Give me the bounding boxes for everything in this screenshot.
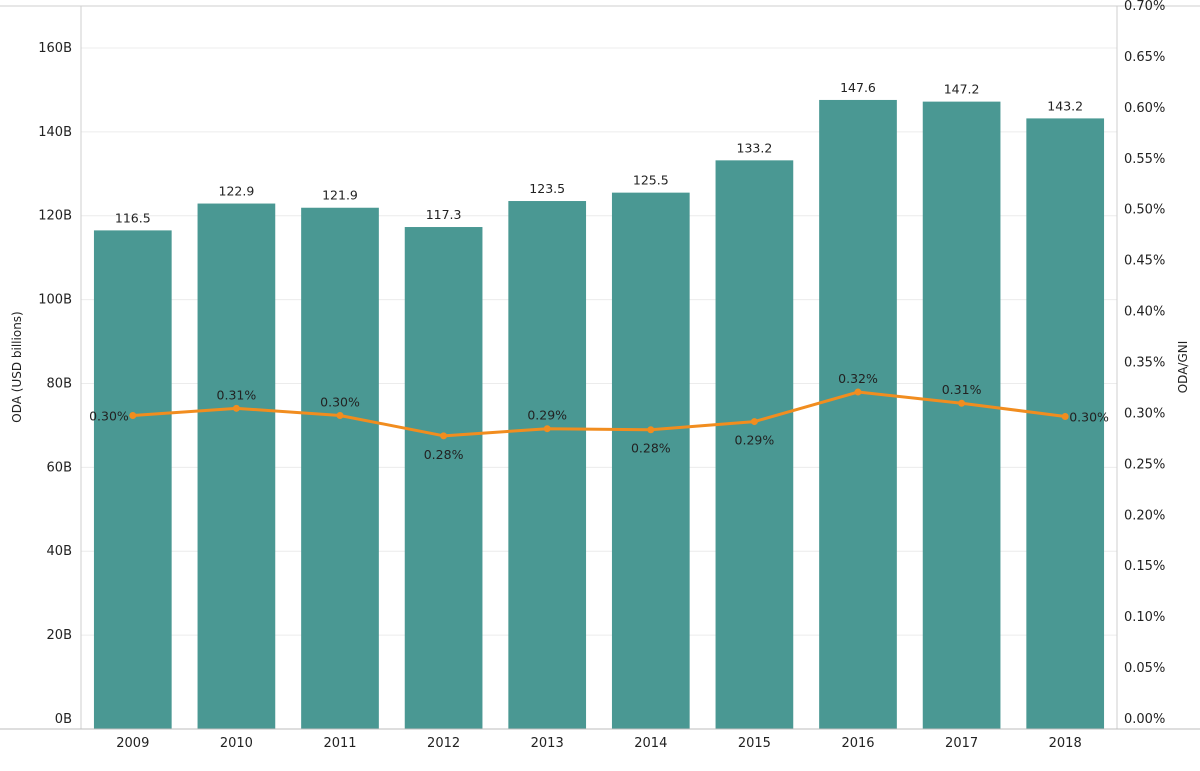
y2-tick-label: 0.70% <box>1124 0 1165 14</box>
y2-tick-label: 0.35% <box>1124 356 1165 371</box>
y-tick-label: 80B <box>47 376 72 391</box>
bar-value-label: 121.9 <box>322 188 358 203</box>
x-tick-label: 2016 <box>841 736 874 751</box>
x-tick-label: 2012 <box>427 736 460 751</box>
bar-value-label: 147.2 <box>944 82 980 97</box>
line-point <box>440 432 448 440</box>
oda-gni-line <box>132 390 1066 438</box>
bar <box>611 192 690 729</box>
y2-tick-label: 0.15% <box>1124 559 1165 574</box>
line-series: 0.30% 0.31% 0.30% 0.28% 0.29% 0.28% 0.29% 0.32%… <box>89 371 1109 462</box>
y2-tick-label: 0.60% <box>1124 101 1165 116</box>
x-tick-label: 2015 <box>738 736 771 751</box>
axes <box>0 5 1200 730</box>
bar <box>93 230 172 729</box>
tick-labels: 0B 20B 40B 60B 80B 100B 120B 140B 160B 0.00% 0.05%… <box>38 0 1165 751</box>
y2-tick-label: 0.05% <box>1124 661 1165 676</box>
bar <box>715 160 794 730</box>
y-tick-label: 0B <box>55 712 72 727</box>
bar-value-label: 116.5 <box>115 210 151 225</box>
line-point-label: 0.29% <box>735 433 775 448</box>
y2-tick-label: 0.20% <box>1124 508 1165 523</box>
line-point <box>647 426 655 434</box>
bar-value-label: 125.5 <box>633 173 669 188</box>
line-point <box>1061 412 1069 420</box>
bar <box>922 101 1001 730</box>
y2-tick-label: 0.40% <box>1124 305 1165 320</box>
line-point <box>854 388 862 396</box>
line-point <box>750 418 758 426</box>
x-tick-label: 2009 <box>116 736 149 751</box>
line-point <box>543 425 551 433</box>
y2-tick-label: 0.65% <box>1124 50 1165 65</box>
x-tick-label: 2017 <box>945 736 978 751</box>
y-tick-label: 40B <box>47 544 72 559</box>
bar-value-label: 143.2 <box>1047 98 1083 113</box>
line-point-label: 0.31% <box>942 382 982 397</box>
bar-value-label: 122.9 <box>219 184 255 199</box>
line-point-label: 0.30% <box>89 408 129 423</box>
line-point-label: 0.30% <box>320 394 360 409</box>
x-tick-label: 2010 <box>220 736 253 751</box>
line-point <box>336 411 344 419</box>
bar-value-label: 147.6 <box>840 80 876 95</box>
bar <box>1026 118 1105 730</box>
y2-tick-label: 0.25% <box>1124 457 1165 472</box>
line-point-label: 0.32% <box>838 371 878 386</box>
bar <box>404 227 483 729</box>
bar-series: 116.5 122.9 121.9 117.3 123.5 125.5 133.2 147.6… <box>93 80 1105 730</box>
y2-axis-title: ODA/GNI <box>1176 341 1190 394</box>
y2-tick-label: 0.00% <box>1124 712 1165 727</box>
y2-tick-label: 0.30% <box>1124 406 1165 421</box>
y2-tick-label: 0.55% <box>1124 152 1165 167</box>
bar <box>197 203 276 729</box>
line-point-label: 0.28% <box>424 447 464 462</box>
y2-tick-label: 0.10% <box>1124 610 1165 625</box>
bar <box>819 99 897 729</box>
bar <box>508 201 587 729</box>
y-tick-label: 160B <box>38 41 72 56</box>
y2-tick-label: 0.50% <box>1124 203 1165 218</box>
bar-value-label: 133.2 <box>737 140 773 155</box>
y-tick-label: 60B <box>47 460 72 475</box>
bar <box>301 207 379 729</box>
y-tick-label: 100B <box>38 293 72 308</box>
line-point-label: 0.29% <box>527 408 567 423</box>
y-tick-label: 140B <box>38 125 72 140</box>
line-point-label: 0.28% <box>631 441 671 456</box>
y2-tick-label: 0.45% <box>1124 254 1165 269</box>
line-point <box>958 399 966 407</box>
line-point-label: 0.31% <box>217 387 257 402</box>
line-point <box>129 411 137 419</box>
line-point-label: 0.30% <box>1069 409 1109 424</box>
line-point <box>232 404 240 412</box>
x-tick-label: 2011 <box>323 736 356 751</box>
y-tick-label: 20B <box>47 628 72 643</box>
x-tick-label: 2014 <box>634 736 667 751</box>
y-axis-title: ODA (USD billions) <box>10 311 24 422</box>
x-tick-label: 2018 <box>1049 736 1082 751</box>
bar-value-label: 123.5 <box>529 181 565 196</box>
x-tick-label: 2013 <box>531 736 564 751</box>
y-tick-label: 120B <box>38 209 72 224</box>
bar-value-label: 117.3 <box>426 207 462 222</box>
